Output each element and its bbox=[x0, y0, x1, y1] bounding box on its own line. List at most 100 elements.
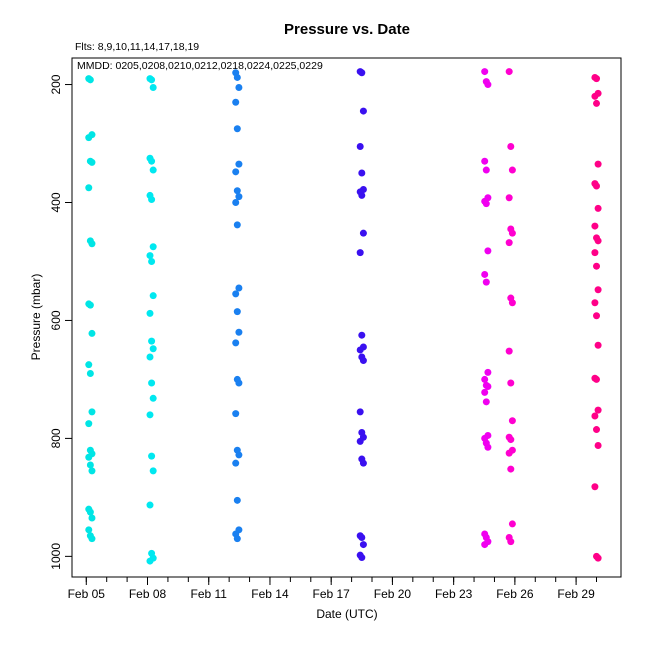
y-axis: 200 400 600 800 1000 bbox=[49, 74, 72, 570]
data-point bbox=[594, 341, 602, 349]
data-point bbox=[594, 406, 602, 414]
data-point bbox=[149, 467, 157, 475]
data-point bbox=[481, 388, 489, 396]
data-point bbox=[86, 370, 94, 378]
data-point bbox=[88, 514, 96, 522]
data-point bbox=[481, 541, 489, 549]
data-point bbox=[235, 284, 243, 292]
data-point bbox=[235, 193, 243, 201]
data-point bbox=[85, 184, 93, 192]
data-point bbox=[594, 441, 602, 449]
data-point bbox=[232, 410, 240, 418]
data-point bbox=[356, 346, 364, 354]
data-point bbox=[149, 83, 157, 91]
data-point bbox=[232, 198, 240, 206]
data-point bbox=[505, 449, 513, 457]
mmdd-note: MMDD: 0205,0208,0210,0212,0218,0224,0225… bbox=[77, 60, 323, 72]
x-tick-label: Feb 08 bbox=[129, 587, 167, 601]
data-point bbox=[507, 465, 515, 473]
data-point bbox=[591, 249, 599, 257]
data-point bbox=[88, 158, 96, 166]
data-point bbox=[505, 194, 513, 202]
data-point bbox=[591, 483, 599, 491]
data-point bbox=[482, 200, 490, 208]
data-point bbox=[591, 222, 599, 230]
series-group bbox=[232, 69, 243, 543]
data-point bbox=[591, 92, 599, 100]
x-tick-label: Feb 14 bbox=[251, 587, 289, 601]
data-point bbox=[481, 270, 489, 278]
x-axis: Feb 05 Feb 08 Feb 11 Feb 14 Feb 17 Feb 20 Feb … bbox=[68, 577, 598, 601]
data-point bbox=[148, 257, 156, 265]
series-group bbox=[85, 75, 96, 543]
data-point bbox=[358, 554, 366, 562]
data-point bbox=[508, 520, 516, 528]
y-axis-label: Pressure (mbar) bbox=[29, 274, 43, 361]
data-point bbox=[86, 301, 94, 309]
series-group bbox=[481, 68, 492, 549]
data-point bbox=[593, 75, 601, 83]
data-point bbox=[146, 411, 154, 419]
data-point bbox=[149, 243, 157, 251]
data-point bbox=[88, 408, 96, 416]
x-tick-label: Feb 11 bbox=[191, 587, 228, 601]
series-group bbox=[591, 73, 602, 562]
data-point bbox=[85, 420, 93, 428]
x-tick-label: Feb 26 bbox=[496, 587, 534, 601]
flights-note: Flts: 8,9,10,11,14,17,18,19 bbox=[75, 41, 199, 53]
data-point bbox=[359, 357, 367, 365]
x-tick-label: Feb 05 bbox=[68, 587, 106, 601]
data-point bbox=[594, 204, 602, 212]
data-point bbox=[594, 554, 602, 562]
data-point bbox=[233, 496, 241, 504]
data-point bbox=[484, 383, 492, 391]
data-point bbox=[146, 501, 154, 509]
data-point bbox=[507, 379, 515, 387]
data-point bbox=[508, 229, 516, 237]
data-point bbox=[593, 375, 601, 383]
data-point bbox=[149, 166, 157, 174]
data-point bbox=[482, 398, 490, 406]
data-point bbox=[593, 262, 601, 270]
data-point bbox=[149, 292, 157, 300]
data-point bbox=[235, 379, 243, 387]
data-point bbox=[593, 182, 601, 190]
data-point bbox=[232, 290, 240, 298]
data-point bbox=[233, 187, 241, 195]
data-point bbox=[593, 426, 601, 434]
x-tick-label: Feb 23 bbox=[435, 587, 473, 601]
data-point bbox=[148, 337, 156, 345]
data-point bbox=[233, 535, 241, 543]
data-point bbox=[358, 191, 366, 199]
data-point bbox=[594, 160, 602, 168]
data-point bbox=[232, 98, 240, 106]
data-point bbox=[233, 221, 241, 229]
data-point bbox=[358, 169, 366, 177]
chart-title: Pressure vs. Date bbox=[284, 21, 410, 38]
data-point bbox=[507, 436, 515, 444]
data-point bbox=[484, 81, 492, 89]
data-point bbox=[146, 557, 154, 565]
y-tick-label: 400 bbox=[49, 192, 63, 212]
data-point bbox=[149, 394, 157, 402]
data-point bbox=[484, 247, 492, 255]
data-point bbox=[86, 76, 94, 84]
data-point bbox=[356, 249, 364, 257]
data-point bbox=[148, 157, 156, 165]
data-point bbox=[505, 68, 513, 76]
data-point bbox=[593, 99, 601, 107]
data-point bbox=[505, 347, 513, 355]
data-point bbox=[594, 237, 602, 245]
data-point bbox=[85, 361, 93, 369]
x-tick-label: Feb 20 bbox=[374, 587, 412, 601]
data-point bbox=[481, 68, 489, 76]
data-point bbox=[85, 134, 93, 142]
data-point bbox=[484, 443, 492, 451]
data-point bbox=[233, 125, 241, 133]
data-point bbox=[356, 408, 364, 416]
data-point bbox=[88, 467, 96, 475]
x-tick-label: Feb 17 bbox=[313, 587, 351, 601]
data-point bbox=[482, 166, 490, 174]
y-tick-label: 800 bbox=[49, 428, 63, 448]
